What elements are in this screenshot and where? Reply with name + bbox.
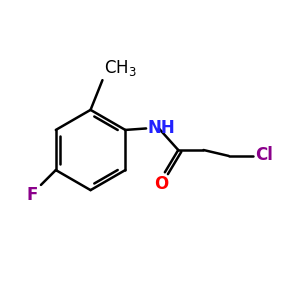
Text: NH: NH [148, 119, 175, 137]
Text: CH$_3$: CH$_3$ [104, 58, 137, 78]
Text: F: F [27, 186, 38, 204]
Text: O: O [154, 175, 168, 193]
Text: Cl: Cl [256, 146, 273, 164]
